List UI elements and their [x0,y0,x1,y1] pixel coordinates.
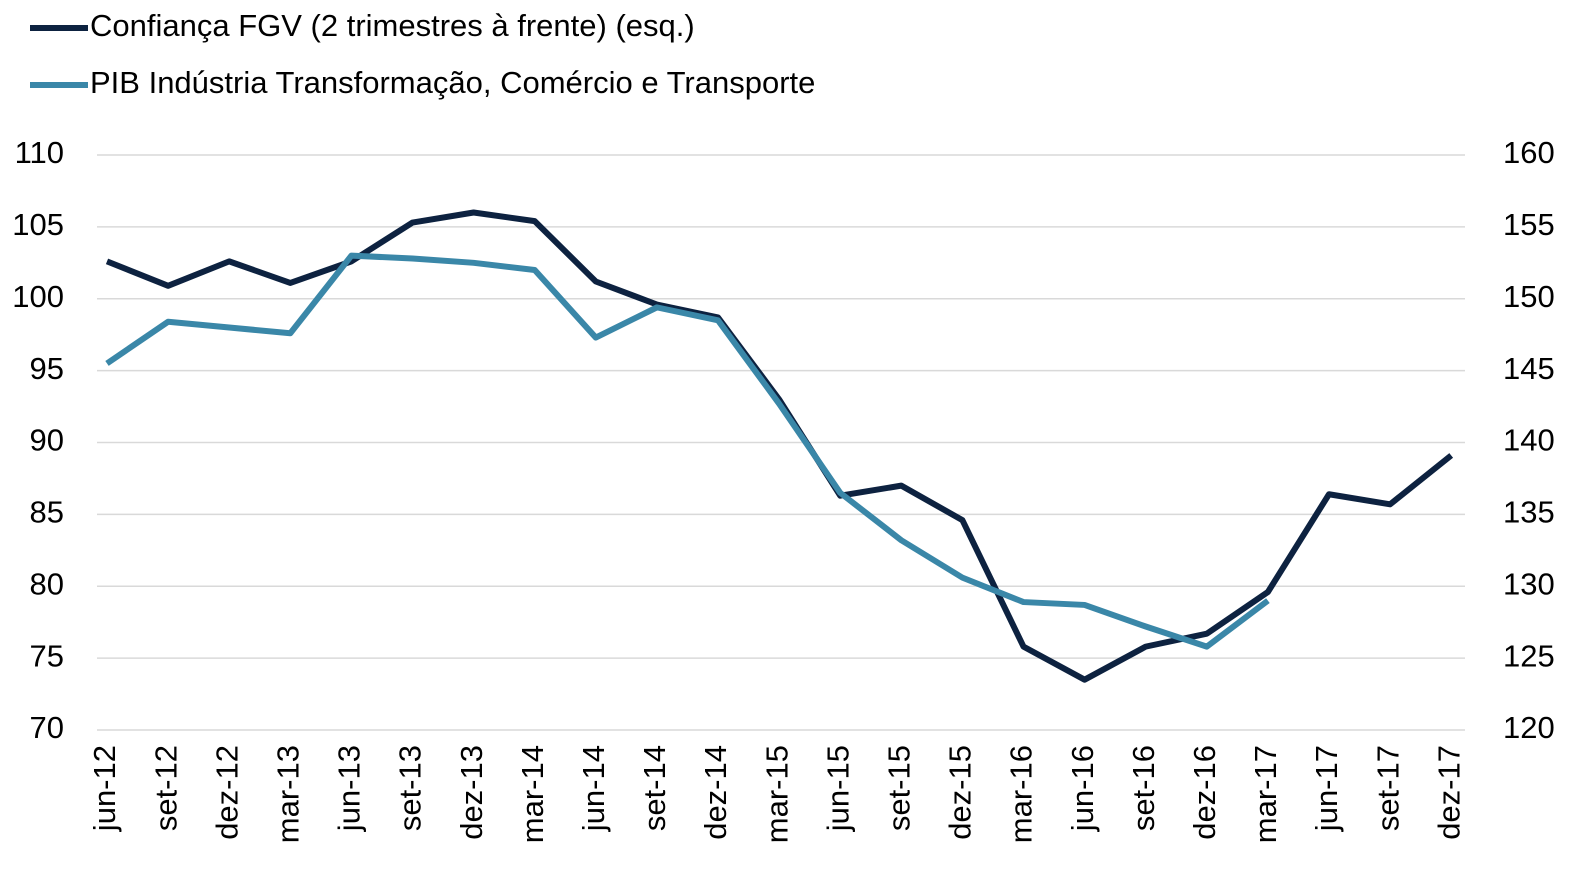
y2-tick-label: 150 [1503,279,1555,314]
x-tick-label: set-15 [881,745,916,831]
y-tick-label: 85 [30,495,64,530]
y2-tick-label: 140 [1503,423,1555,458]
y-tick-label: 70 [30,710,64,745]
x-tick-label: dez-14 [698,745,733,840]
y2-tick-label: 160 [1503,135,1555,170]
y-tick-label: 90 [30,423,64,458]
y-tick-label: 100 [12,279,64,314]
x-tick-label: set-12 [148,745,183,831]
x-tick-label: set-14 [637,745,672,831]
x-tick-label: mar-14 [515,745,550,843]
series-line [105,252,1270,650]
legend-label: PIB Indústria Transformação, Comércio e … [90,65,815,100]
y2-tick-label: 120 [1503,710,1555,745]
y2-tick-label: 130 [1503,566,1555,601]
x-tick-label: dez-12 [209,745,244,840]
x-tick-label: jun-16 [1065,745,1100,832]
series-line [105,209,1454,683]
y2-tick-label: 145 [1503,351,1555,386]
x-tick-label: set-17 [1370,745,1405,831]
x-tick-label: jun-17 [1309,745,1344,832]
y-tick-label: 75 [30,638,64,673]
y-tick-label: 95 [30,351,64,386]
x-tick-label: jun-15 [820,745,855,832]
x-tick-label: dez-16 [1187,745,1222,840]
y-tick-label: 105 [12,207,64,242]
x-tick-label: dez-13 [454,745,489,840]
x-tick-label: mar-15 [759,745,794,843]
x-tick-label: set-16 [1126,745,1161,831]
x-tick-label: dez-17 [1431,745,1466,840]
x-tick-label: jun-14 [576,745,611,832]
y2-tick-label: 135 [1503,495,1555,530]
y2-tick-label: 125 [1503,638,1555,673]
y-tick-label: 110 [15,135,64,170]
legend-label: Confiança FGV (2 trimestres à frente) (e… [90,8,695,43]
y-tick-label: 80 [30,566,64,601]
x-tick-label: mar-16 [1004,745,1039,843]
x-tick-label: dez-15 [943,745,978,840]
x-tick-label: mar-13 [270,745,305,843]
x-tick-label: mar-17 [1248,745,1283,843]
x-tick-label: jun-12 [87,745,122,832]
y2-tick-label: 155 [1503,207,1555,242]
x-tick-label: jun-13 [332,745,367,832]
x-tick-label: set-13 [393,745,428,831]
